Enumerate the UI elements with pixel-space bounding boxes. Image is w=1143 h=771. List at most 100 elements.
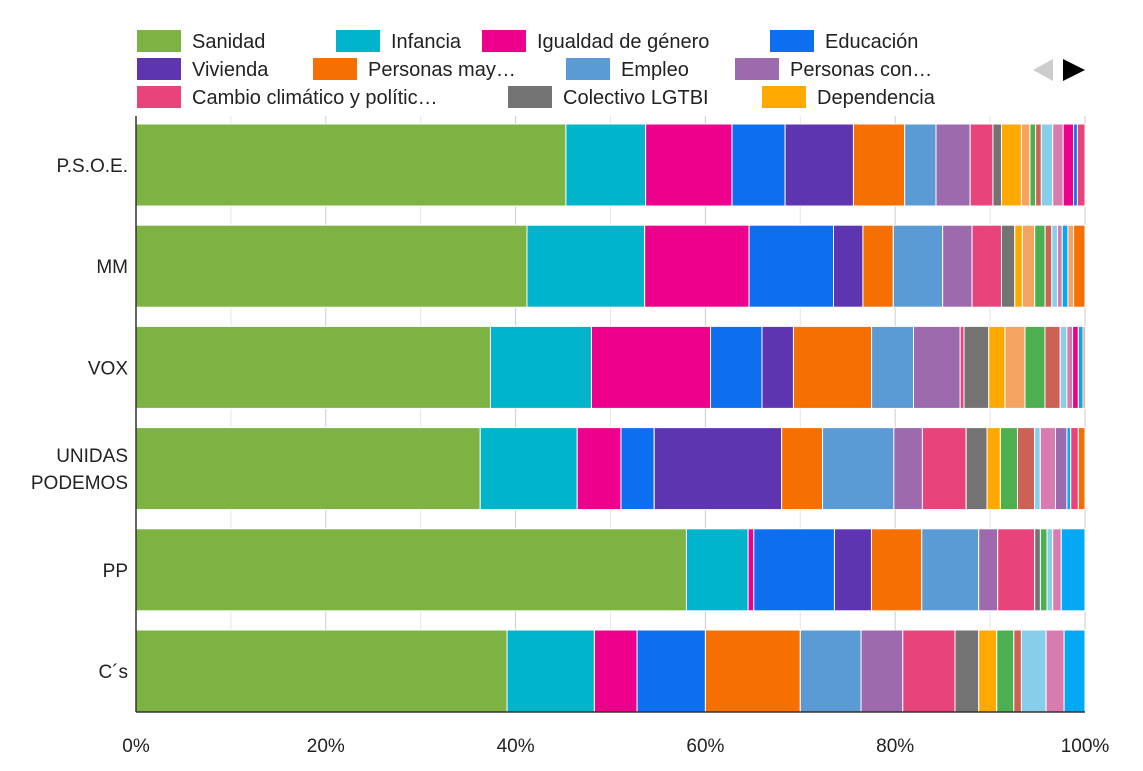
bar-segment[interactable] <box>1016 427 1036 511</box>
bar-segment[interactable] <box>653 427 783 511</box>
bar-segment[interactable] <box>1055 427 1068 511</box>
bar-segment[interactable] <box>997 528 1036 612</box>
bar-segment[interactable] <box>1034 224 1046 308</box>
legend-next-page-button[interactable] <box>1063 59 1085 81</box>
legend-item[interactable]: Sanidad <box>137 30 265 53</box>
bar-segment[interactable] <box>1044 325 1061 409</box>
legend-item[interactable]: Personas may… <box>313 58 516 81</box>
bar-segment[interactable] <box>870 528 923 612</box>
bar-segment[interactable] <box>1077 325 1084 409</box>
legend-prev-page-button[interactable] <box>1033 59 1053 81</box>
bar-segment[interactable] <box>942 224 973 308</box>
bar-segment[interactable] <box>644 224 750 308</box>
bar-segment[interactable] <box>135 528 687 612</box>
bar-segment[interactable] <box>1000 123 1022 207</box>
bar-segment[interactable] <box>799 629 862 713</box>
bar-segment[interactable] <box>1020 123 1031 207</box>
bar-segment[interactable] <box>1029 123 1037 207</box>
bar-segment[interactable] <box>1039 528 1048 612</box>
bar-segment[interactable] <box>792 325 873 409</box>
bar-segment[interactable] <box>996 629 1015 713</box>
legend-item[interactable]: Colectivo LGTBI <box>508 86 709 109</box>
bar-segment[interactable] <box>963 325 990 409</box>
bar-segment[interactable] <box>1066 325 1074 409</box>
bar-segment[interactable] <box>1039 427 1057 511</box>
bar-segment[interactable] <box>1066 427 1072 511</box>
legend-item[interactable]: Infancia <box>336 30 462 53</box>
bar-segment[interactable] <box>636 629 706 713</box>
bar-segment[interactable] <box>921 528 980 612</box>
bar-segment[interactable] <box>1082 325 1086 409</box>
bar-segment[interactable] <box>862 224 894 308</box>
bar-segment[interactable] <box>921 427 967 511</box>
bar-segment[interactable] <box>489 325 592 409</box>
bar-segment[interactable] <box>1070 427 1079 511</box>
legend-item[interactable]: Educación <box>770 30 918 53</box>
bar-segment[interactable] <box>1063 629 1086 713</box>
bar-segment[interactable] <box>748 224 835 308</box>
bar-segment[interactable] <box>871 325 914 409</box>
bar-segment[interactable] <box>978 528 999 612</box>
bar-segment[interactable] <box>1061 224 1069 308</box>
bar-segment[interactable] <box>904 123 937 207</box>
bar-segment[interactable] <box>1073 123 1078 207</box>
bar-segment[interactable] <box>1076 123 1086 207</box>
bar-segment[interactable] <box>565 123 647 207</box>
bar-segment[interactable] <box>1056 224 1063 308</box>
bar-segment[interactable] <box>935 123 971 207</box>
bar-segment[interactable] <box>576 427 622 511</box>
bar-segment[interactable] <box>892 224 944 308</box>
bar-segment[interactable] <box>893 427 923 511</box>
bar-segment[interactable] <box>1021 224 1036 308</box>
bar-segment[interactable] <box>1067 224 1075 308</box>
bar-segment[interactable] <box>704 629 801 713</box>
bar-segment[interactable] <box>833 528 872 612</box>
bar-segment[interactable] <box>1024 325 1046 409</box>
bar-segment[interactable] <box>912 325 961 409</box>
bar-segment[interactable] <box>645 123 733 207</box>
legend-item[interactable]: Vivienda <box>137 58 269 81</box>
bar-segment[interactable] <box>135 629 508 713</box>
bar-segment[interactable] <box>685 528 749 612</box>
bar-segment[interactable] <box>747 528 755 612</box>
legend-item[interactable]: Dependencia <box>762 86 936 109</box>
bar-segment[interactable] <box>965 427 988 511</box>
bar-segment[interactable] <box>135 123 567 207</box>
bar-segment[interactable] <box>1035 123 1042 207</box>
bar-segment[interactable] <box>135 325 491 409</box>
bar-segment[interactable] <box>1004 325 1026 409</box>
bar-segment[interactable] <box>761 325 794 409</box>
bar-segment[interactable] <box>1059 325 1068 409</box>
bar-segment[interactable] <box>1062 123 1075 207</box>
bar-segment[interactable] <box>1013 629 1022 713</box>
bar-segment[interactable] <box>822 427 895 511</box>
bar-segment[interactable] <box>1000 224 1016 308</box>
bar-segment[interactable] <box>1034 427 1041 511</box>
bar-segment[interactable] <box>978 629 998 713</box>
bar-segment[interactable] <box>1014 224 1023 308</box>
bar-segment[interactable] <box>988 325 1006 409</box>
bar-segment[interactable] <box>969 123 994 207</box>
bar-segment[interactable] <box>593 629 638 713</box>
bar-segment[interactable] <box>1073 224 1086 308</box>
bar-segment[interactable] <box>852 123 906 207</box>
bar-segment[interactable] <box>590 325 712 409</box>
bar-segment[interactable] <box>959 325 965 409</box>
bar-segment[interactable] <box>135 224 528 308</box>
bar-segment[interactable] <box>1020 629 1047 713</box>
bar-segment[interactable] <box>954 629 980 713</box>
bar-segment[interactable] <box>526 224 646 308</box>
bar-segment[interactable] <box>710 325 763 409</box>
bar-segment[interactable] <box>1046 528 1054 612</box>
bar-segment[interactable] <box>784 123 854 207</box>
bar-segment[interactable] <box>986 427 1001 511</box>
bar-segment[interactable] <box>1044 224 1053 308</box>
bar-segment[interactable] <box>1051 224 1058 308</box>
bar-segment[interactable] <box>620 427 655 511</box>
bar-segment[interactable] <box>731 123 786 207</box>
bar-segment[interactable] <box>1052 528 1062 612</box>
bar-segment[interactable] <box>902 629 956 713</box>
bar-segment[interactable] <box>971 224 1002 308</box>
bar-segment[interactable] <box>753 528 835 612</box>
bar-segment[interactable] <box>1045 629 1065 713</box>
